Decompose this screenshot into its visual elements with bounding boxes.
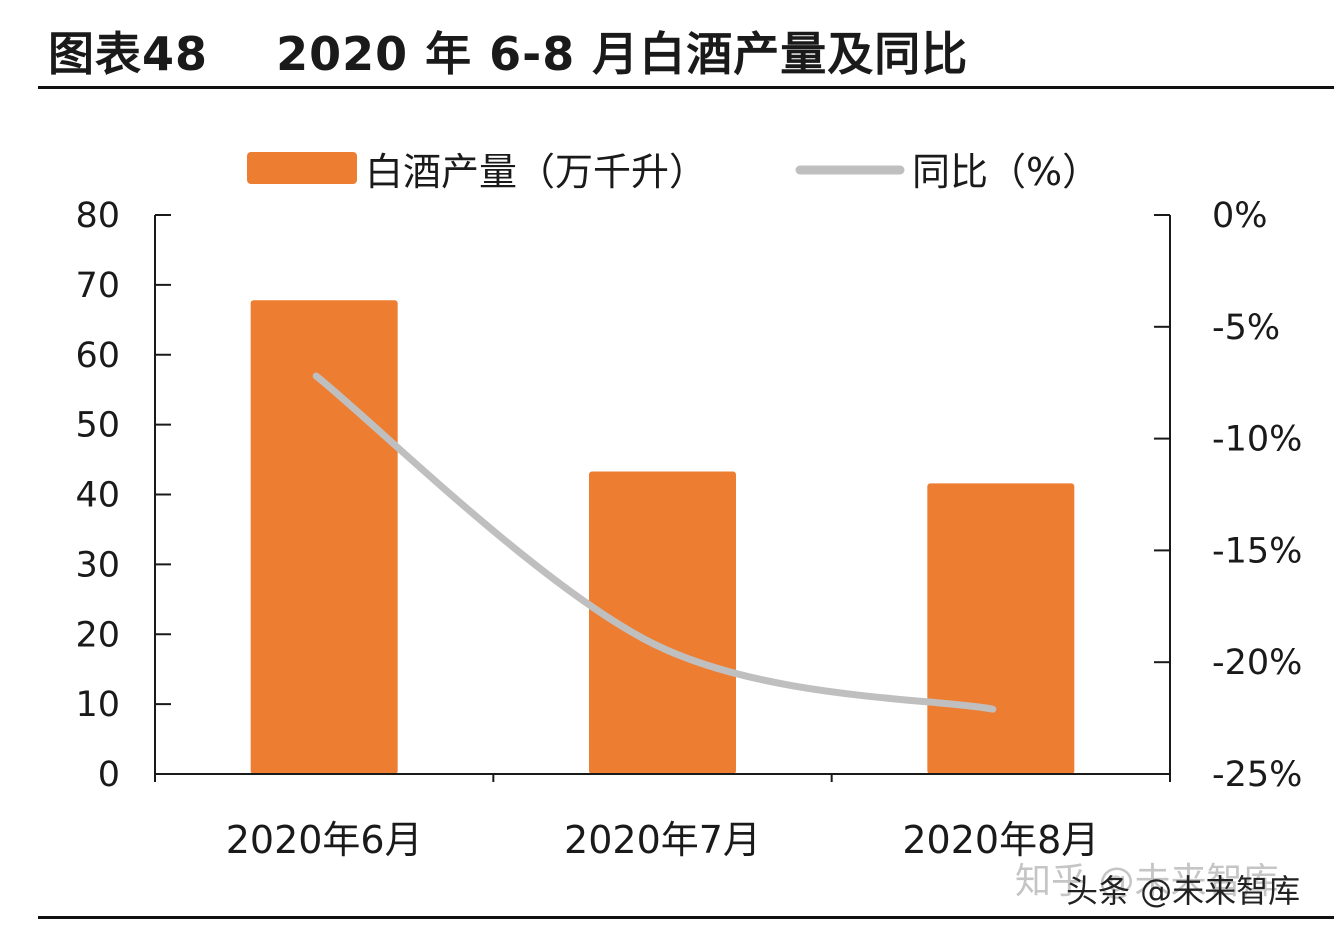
left-tick-label-80: 80: [75, 196, 120, 236]
left-tick-label-10: 10: [75, 685, 120, 725]
left-axis-ticks: 0 10 20 30 40 50 60 70 80: [75, 196, 171, 795]
left-tick-label-0: 0: [98, 755, 120, 795]
right-tick-label-1: -20%: [1212, 643, 1302, 683]
left-tick-label-60: 60: [75, 336, 120, 376]
yoy-point-3: [992, 708, 994, 710]
category-label-3: 2020年8月: [902, 818, 1099, 862]
yoy-point-1: [315, 375, 317, 377]
bar-3: [927, 483, 1075, 774]
legend-label-production: 白酒产量（万千升）: [365, 150, 707, 194]
title-rule: [38, 86, 1334, 89]
category-label-1: 2020年6月: [226, 818, 423, 862]
left-tick-label-70: 70: [75, 266, 120, 306]
bar-2: [589, 471, 736, 774]
left-tick-label-30: 30: [75, 545, 120, 585]
legend-label-yoy: 同比（%）: [912, 150, 1100, 194]
bar-1: [250, 300, 398, 774]
toutiao-watermark: 头条 @未来智库: [1066, 872, 1301, 910]
right-tick-label-2: -15%: [1212, 531, 1302, 571]
left-tick-label-40: 40: [75, 476, 120, 516]
category-label-2: 2020年7月: [564, 818, 761, 862]
right-tick-label-4: -5%: [1212, 308, 1280, 348]
bottom-rule: [38, 916, 1334, 919]
bar-series: [250, 300, 1075, 774]
yoy-point-2: [654, 643, 655, 645]
right-tick-label-0: -25%: [1212, 755, 1302, 795]
left-tick-label-20: 20: [75, 615, 120, 655]
line-series: [312, 372, 997, 713]
category-labels: 2020年6月 2020年7月 2020年8月: [226, 818, 1100, 862]
legend: 白酒产量（万千升） 同比（%）: [247, 150, 1100, 194]
right-tick-label-5: 0%: [1212, 196, 1268, 236]
zhihu-watermark: 知乎 @未来智库: [1015, 861, 1279, 902]
left-tick-label-50: 50: [75, 406, 120, 446]
right-tick-label-3: -10%: [1212, 420, 1302, 460]
legend-swatch-production: [247, 152, 357, 184]
right-axis-ticks: -25% -20% -15% -10% -5% 0%: [1154, 196, 1302, 795]
chart-title: 图表48 2020 年 6-8 月白酒产量及同比: [48, 27, 969, 81]
